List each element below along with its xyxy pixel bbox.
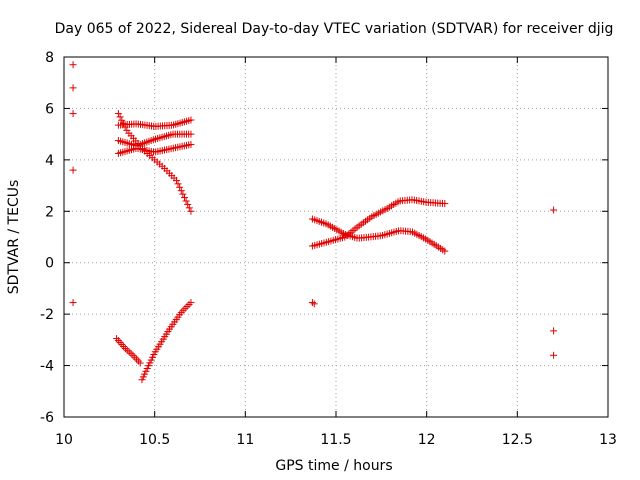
- data-point-marker: [131, 353, 139, 361]
- data-point-marker: [183, 302, 191, 310]
- data-point-marker: [180, 194, 188, 202]
- data-point-marker: [114, 110, 122, 118]
- y-tick-label: 8: [45, 50, 54, 66]
- data-point-marker: [441, 200, 449, 208]
- data-point-marker: [172, 176, 180, 184]
- data-point-marker: [133, 355, 141, 363]
- data-point-marker: [125, 348, 133, 356]
- y-tick-label: 0: [45, 256, 54, 272]
- y-tick-label: 2: [45, 204, 54, 220]
- x-tick-label: 10: [55, 432, 73, 448]
- data-point-marker: [179, 190, 187, 198]
- data-point-marker: [116, 113, 124, 121]
- data-point-marker: [184, 200, 192, 208]
- axis-ticks: [63, 56, 609, 418]
- y-tick-label: -4: [40, 359, 54, 375]
- data-point-marker: [441, 247, 449, 255]
- tick-labels: 10 10.5 11 11.5 12 12.5 13 -6 -4 -2 0 2 4 6 8: [40, 50, 617, 448]
- x-tick-label: 12: [418, 432, 436, 448]
- data-point-marker: [182, 197, 190, 205]
- y-axis-title: SDTVAR / TECUs: [6, 180, 22, 295]
- y-tick-label: 4: [45, 153, 54, 169]
- x-tick-label: 11: [236, 432, 254, 448]
- data-point-marker: [181, 304, 189, 312]
- data-point-marker: [187, 116, 195, 124]
- data-point-marker: [187, 140, 195, 148]
- data-point-marker: [308, 299, 316, 307]
- data-point-marker: [129, 351, 137, 359]
- data-point-marker: [187, 299, 195, 307]
- data-point-marker: [187, 130, 195, 138]
- y-tick-label: -6: [40, 410, 54, 426]
- data-point-marker: [174, 180, 182, 188]
- data-point-marker: [550, 351, 558, 359]
- data-point-marker: [127, 350, 135, 358]
- y-tick-label: -2: [40, 307, 54, 323]
- data-point-marker: [69, 299, 77, 307]
- data-point-marker: [118, 116, 126, 124]
- data-point-marker: [550, 327, 558, 335]
- data-point-marker: [134, 357, 142, 365]
- data-point-marker: [185, 204, 193, 212]
- x-tick-label: 13: [599, 432, 617, 448]
- chart-title: Day 065 of 2022, Sidereal Day-to-day VTE…: [55, 21, 614, 37]
- data-point-marker: [177, 187, 185, 195]
- data-point-marker: [69, 166, 77, 174]
- data-point-marker: [69, 61, 77, 69]
- x-axis-title: GPS time / hours: [275, 458, 392, 474]
- grid: [64, 57, 608, 417]
- data-point-marker: [310, 300, 318, 308]
- data-point-marker: [119, 120, 127, 128]
- data-point-marker: [185, 301, 193, 309]
- data-point-marker: [69, 84, 77, 92]
- data-point-marker: [136, 359, 144, 367]
- x-tick-label: 12.5: [502, 432, 533, 448]
- y-tick-label: 6: [45, 101, 54, 117]
- data-point-marker: [69, 110, 77, 118]
- data-point-marker: [123, 346, 131, 354]
- data-point-marker: [187, 207, 195, 215]
- data-point-marker: [550, 206, 558, 214]
- x-tick-label: 11.5: [320, 432, 351, 448]
- x-tick-label: 10.5: [139, 432, 170, 448]
- data-point-marker: [176, 183, 184, 191]
- data-markers: [69, 61, 558, 384]
